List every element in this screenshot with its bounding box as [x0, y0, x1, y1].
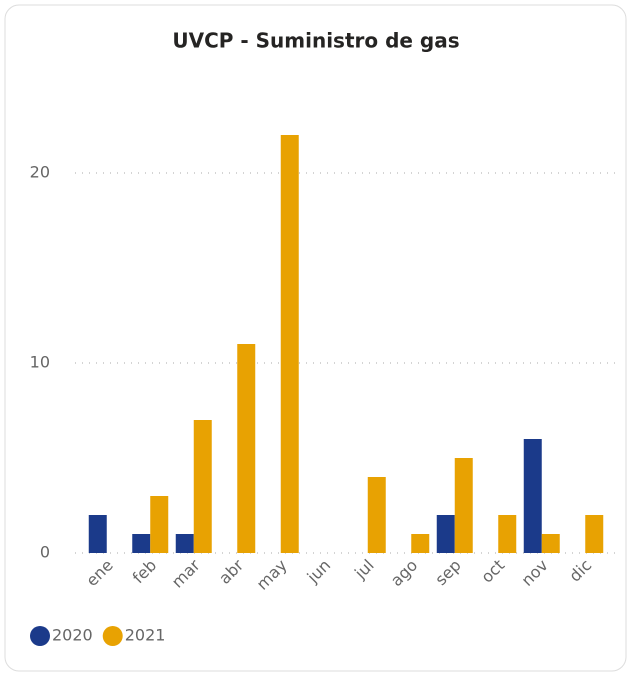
bar — [193, 420, 212, 553]
bar — [367, 477, 386, 553]
bar — [523, 439, 542, 553]
legend-swatch — [30, 626, 50, 646]
bar — [541, 534, 560, 553]
bar — [150, 496, 169, 553]
legend-label: 2020 — [52, 626, 93, 645]
bar — [132, 534, 151, 553]
bar — [88, 515, 107, 553]
bar — [175, 534, 194, 553]
y-tick-label: 20 — [30, 163, 50, 182]
bar — [436, 515, 455, 553]
bar — [280, 135, 299, 553]
bar — [498, 515, 517, 553]
y-tick-label: 10 — [30, 353, 50, 372]
bar — [454, 458, 473, 553]
bar — [585, 515, 604, 553]
bar — [411, 534, 430, 553]
y-tick-label: 0 — [40, 543, 50, 562]
chart-title: UVCP - Suministro de gas — [172, 29, 459, 53]
legend-label: 2021 — [125, 626, 166, 645]
bar — [237, 344, 256, 553]
legend-swatch — [102, 626, 123, 646]
